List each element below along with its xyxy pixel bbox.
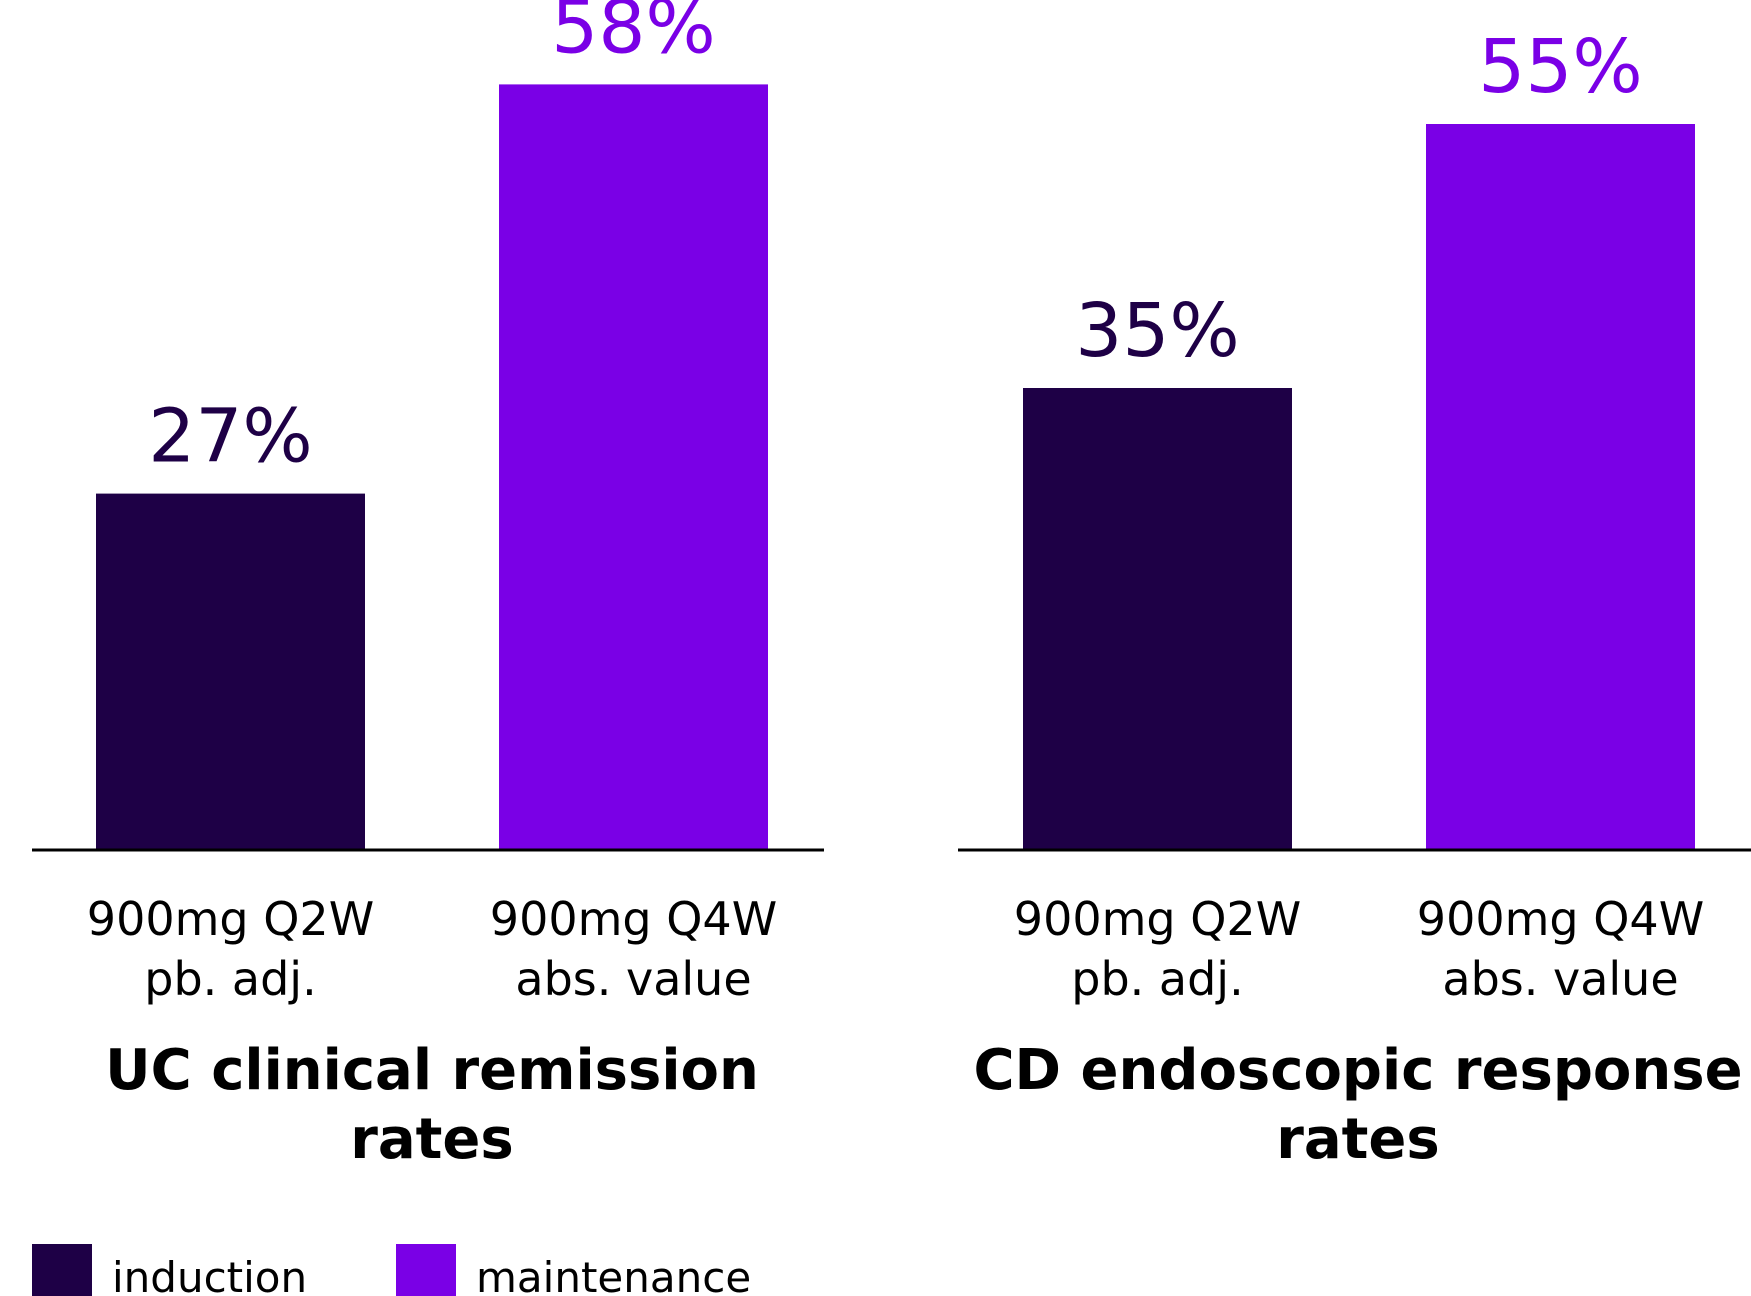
data-label: 35%: [1075, 288, 1239, 374]
category-label: 900mg Q2W: [1014, 892, 1301, 946]
legend-item-induction: induction: [32, 1244, 307, 1296]
legend-swatch: [396, 1244, 456, 1296]
legend-item-maintenance: maintenance: [396, 1244, 751, 1296]
category-label: abs. value: [1442, 952, 1678, 1006]
chart-title: rates: [1276, 1107, 1440, 1172]
chart-title: rates: [350, 1107, 514, 1172]
legend-label: induction: [112, 1253, 307, 1296]
chart-title: CD endoscopic response: [973, 1038, 1742, 1103]
category-label: 900mg Q2W: [87, 892, 374, 946]
chart-panel-2: 35% 900mg Q2W pb. adj. 55% 900mg Q4W abs. val…: [958, 24, 1751, 1172]
data-label: 55%: [1478, 24, 1642, 110]
bar-maintenance: [499, 84, 768, 850]
category-label: pb. adj.: [144, 952, 316, 1006]
chart-panel-1: 27% 900mg Q2W pb. adj. 58% 900mg Q4W abs. val…: [32, 0, 824, 1172]
category-label: abs. value: [515, 952, 751, 1006]
bar-maintenance: [1426, 124, 1695, 850]
data-label: 27%: [148, 394, 312, 480]
legend-label: maintenance: [476, 1253, 751, 1296]
legend-swatch: [32, 1244, 92, 1296]
chart-title: UC clinical remission: [105, 1038, 759, 1103]
category-label: 900mg Q4W: [490, 892, 777, 946]
bar-induction: [96, 493, 365, 850]
chart-panels: 27% 900mg Q2W pb. adj. 58% 900mg Q4W abs. val…: [32, 0, 1751, 1172]
legend: induction maintenance: [32, 1244, 751, 1296]
category-label: pb. adj.: [1071, 952, 1243, 1006]
category-label: 900mg Q4W: [1417, 892, 1704, 946]
bar-induction: [1023, 388, 1292, 850]
data-label: 58%: [551, 0, 715, 70]
